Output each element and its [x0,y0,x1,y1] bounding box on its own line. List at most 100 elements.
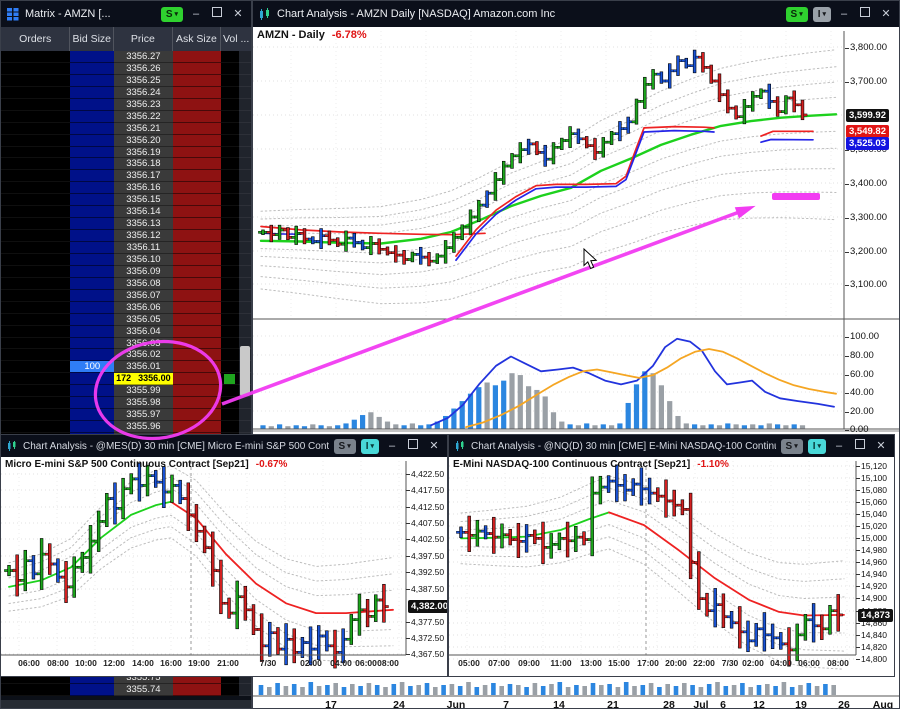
ladder-row[interactable]: 100 3356.01 [1,361,251,374]
bid-size-value[interactable]: 100 [70,361,115,372]
orders-cell[interactable] [1,74,71,87]
bid-size-cell[interactable] [70,98,115,111]
nq-titlebar[interactable]: Chart Analysis - @NQ(D) 30 min [CME] E-M… [449,435,894,457]
price-cell[interactable]: 3356.14 [114,206,173,219]
ladder-row[interactable]: 3356.21 [1,122,251,135]
orders-cell[interactable] [1,134,71,147]
ask-size-cell[interactable] [172,265,222,278]
price-cell[interactable]: 3356.19 [114,146,173,159]
ladder-scrollbar-track[interactable] [239,146,251,159]
volume-cell[interactable] [221,289,240,302]
ladder-row[interactable]: 3356.09 [1,265,251,278]
volume-cell[interactable] [221,397,240,410]
ask-size-cell[interactable] [172,683,222,696]
orders-cell[interactable] [1,277,71,290]
volume-cell[interactable] [221,361,240,374]
volume-cell[interactable] [221,313,240,326]
ladder-row[interactable]: 3356.18 [1,158,251,171]
price-cell[interactable]: 3356.01 [114,361,173,374]
ladder-scrollbar-track[interactable] [239,110,251,123]
ladder-row[interactable]: 3355.99 [1,385,251,398]
ask-size-cell[interactable] [172,277,222,290]
strategy-badge[interactable]: S ▾ [160,6,183,22]
ladder-row[interactable]: 3355.74 [1,683,251,696]
ladder-row[interactable]: 3356.06 [1,301,251,314]
orders-cell[interactable] [1,230,71,242]
price-cell[interactable]: 3355.97 [114,409,173,422]
price-cell[interactable]: 3356.20 [114,134,173,147]
ask-size-cell[interactable] [172,671,222,684]
price-cell[interactable]: 3356.02 [114,349,173,362]
ladder-row[interactable]: 3356.14 [1,206,251,219]
price-cell[interactable]: 3356.07 [114,289,173,302]
price-cell[interactable]: 3356.22 [114,110,173,123]
strategy-badge[interactable]: S ▾ [785,6,808,22]
bid-size-cell[interactable] [70,110,115,123]
ask-size-cell[interactable] [172,122,222,135]
minimize-button[interactable]: – [835,440,843,452]
volume-cell[interactable] [221,86,240,99]
orders-cell[interactable] [1,158,71,171]
bid-size-cell[interactable] [70,301,115,314]
price-cell[interactable]: 3356.08 [114,277,173,290]
bid-size-cell[interactable] [70,146,115,159]
close-button[interactable]: ✕ [876,440,886,452]
volume-cell[interactable] [221,74,240,87]
ladder-row[interactable]: 3356.25 [1,74,251,87]
ask-size-cell[interactable] [172,62,222,75]
ladder-scrollbar-track[interactable] [239,98,251,111]
price-cell[interactable]: 3356.04 [114,325,173,338]
orders-cell[interactable] [1,325,71,338]
ask-size-cell[interactable] [172,134,222,147]
orders-cell[interactable] [1,98,71,111]
orders-cell[interactable] [1,337,71,350]
ask-size-cell[interactable] [172,373,222,386]
orders-cell[interactable] [1,218,71,231]
ladder-row[interactable]: 3356.20 [1,134,251,147]
bid-size-cell[interactable] [70,134,115,147]
ladder-row[interactable]: 3356.19 [1,146,251,159]
orders-cell[interactable] [1,170,71,183]
ladder-scrollbar-track[interactable] [239,86,251,99]
ask-size-cell[interactable] [172,253,222,266]
price-cell[interactable]: 3356.06 [114,301,173,314]
maximize-button[interactable] [209,6,225,22]
ask-size-cell[interactable] [172,313,222,326]
orders-cell[interactable] [1,62,71,75]
orders-cell[interactable] [1,289,71,302]
ask-size-cell[interactable] [172,421,222,433]
ladder-row[interactable]: 3355.98 [1,397,251,410]
orders-cell[interactable] [1,683,71,696]
orders-cell[interactable] [1,349,71,362]
bid-size-cell[interactable] [70,218,115,231]
ladder-row[interactable]: 3356.03 [1,337,251,350]
ladder-scrollbar-track[interactable] [239,62,251,75]
price-cell[interactable]: 3356.09 [114,265,173,278]
orders-cell[interactable] [1,361,71,374]
orders-cell[interactable] [1,122,71,135]
ask-size-cell[interactable] [172,218,222,231]
bid-size-cell[interactable] [70,349,115,362]
volume-cell[interactable] [221,110,240,123]
ask-size-cell[interactable] [172,170,222,183]
bid-size-cell[interactable] [70,313,115,326]
ladder-scrollbar-track[interactable] [239,683,251,696]
volume-cell[interactable] [221,170,240,183]
price-cell[interactable]: 3356.13 [114,218,173,231]
bid-size-cell[interactable]: 100 [70,361,115,374]
orders-cell[interactable] [1,86,71,99]
bid-size-cell[interactable] [70,74,115,87]
orders-cell[interactable] [1,671,71,684]
ladder-scrollbar-track[interactable] [239,301,251,314]
ladder-row[interactable]: 3356.11 [1,242,251,254]
col-header-vol[interactable]: Vol ... [222,33,250,45]
ladder-scrollbar-track[interactable] [239,51,251,63]
ladder-row[interactable]: 3356.24 [1,86,251,99]
matrix-titlebar[interactable]: Matrix - AMZN [... S ▾ – ✕ [1,1,251,27]
volume-cell[interactable] [221,325,240,338]
volume-cell[interactable] [221,277,240,290]
price-cell[interactable]: 3355.99 [114,385,173,398]
ask-size-cell[interactable] [172,110,222,123]
ladder-scrollbar-track[interactable] [239,265,251,278]
ask-size-cell[interactable] [172,182,222,195]
